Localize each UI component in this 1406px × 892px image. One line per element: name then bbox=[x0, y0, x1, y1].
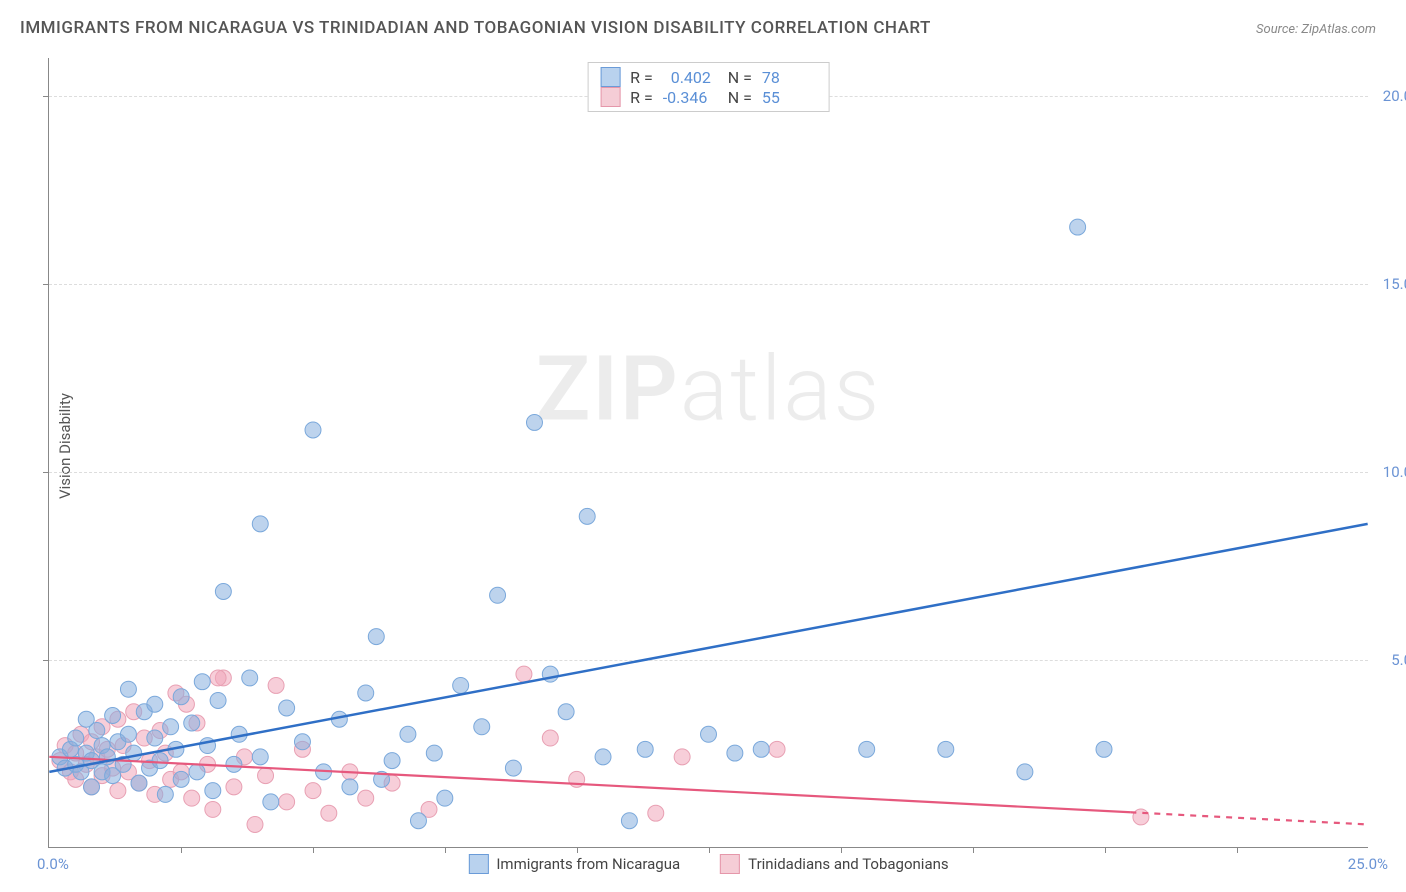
swatch-series2-icon bbox=[600, 87, 620, 107]
chart-title: IMMIGRANTS FROM NICARAGUA VS TRINIDADIAN… bbox=[20, 18, 931, 38]
chart-plot-area: ZIPatlas R = 0.402 N = 78 R = -0.346 N =… bbox=[48, 58, 1368, 848]
series2-r-value: -0.346 bbox=[663, 88, 718, 107]
stats-row-2: R = -0.346 N = 55 bbox=[600, 87, 817, 107]
y-tick-label: 15.0% bbox=[1383, 275, 1406, 293]
legend-label-2: Trinidadians and Tobagonians bbox=[748, 855, 948, 873]
legend-item-1: Immigrants from Nicaragua bbox=[468, 854, 680, 874]
swatch-series1b-icon bbox=[468, 854, 488, 874]
scatter-svg bbox=[49, 58, 1368, 847]
swatch-series2b-icon bbox=[720, 854, 740, 874]
y-tick-label: 10.0% bbox=[1383, 463, 1406, 481]
source-attribution: Source: ZipAtlas.com bbox=[1256, 22, 1376, 37]
series1-r-value: 0.402 bbox=[663, 68, 718, 87]
legend-label-1: Immigrants from Nicaragua bbox=[496, 855, 680, 873]
stats-row-1: R = 0.402 N = 78 bbox=[600, 67, 817, 87]
y-tick-label: 5.0% bbox=[1391, 651, 1406, 669]
swatch-series1-icon bbox=[600, 67, 620, 87]
legend-item-2: Trinidadians and Tobagonians bbox=[720, 854, 948, 874]
x-axis-max-label: 25.0% bbox=[1348, 855, 1388, 873]
x-axis-min-label: 0.0% bbox=[37, 855, 69, 873]
y-tick-label: 20.0% bbox=[1383, 87, 1406, 105]
series-legend: Immigrants from Nicaragua Trinidadians a… bbox=[468, 854, 948, 874]
stats-legend: R = 0.402 N = 78 R = -0.346 N = 55 bbox=[587, 62, 830, 112]
series1-n-value: 78 bbox=[762, 68, 817, 87]
series2-n-value: 55 bbox=[762, 88, 817, 107]
